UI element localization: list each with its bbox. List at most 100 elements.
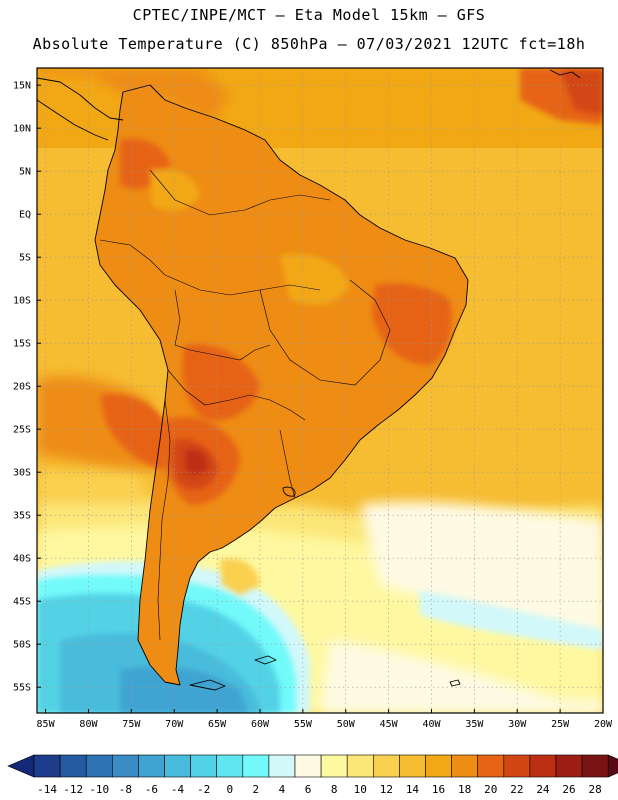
- coastlines: [37, 69, 581, 691]
- chaco-hot-area: [182, 344, 260, 421]
- colorbar-segment: [503, 754, 531, 778]
- colorbar-label: -12: [63, 783, 83, 796]
- lon-label: 85W: [37, 719, 56, 730]
- caribbean-islands: [549, 69, 581, 79]
- colorbar-under-arrow: [7, 754, 35, 778]
- lagoa-dos-patos: [282, 486, 296, 497]
- atlantic-pale-patch: [360, 501, 603, 640]
- colorbar-segment: [242, 754, 270, 778]
- colorbar-label: 14: [406, 783, 420, 796]
- lon-label: 30W: [508, 719, 527, 730]
- lon-label: 45W: [380, 719, 399, 730]
- colorbar-segment: [164, 754, 191, 778]
- colorbar-label: 10: [354, 783, 367, 796]
- south-america-coast: [94, 84, 469, 686]
- temperature-field: [37, 68, 603, 713]
- lat-label: 10N: [13, 124, 31, 135]
- lon-label: 35W: [465, 719, 484, 730]
- pacific-cool-band: [37, 470, 150, 500]
- colorbar-segment: [85, 754, 113, 778]
- colorbar-label: 0: [226, 783, 233, 796]
- colorbar-label: 2: [253, 783, 260, 796]
- colorbar-label: 6: [305, 783, 312, 796]
- lat-label: EQ: [19, 210, 31, 221]
- lon-label: 50W: [337, 719, 356, 730]
- colorbar-segment: [346, 754, 374, 778]
- title-line-2: Absolute Temperature (C) 850hPa – 07/03/…: [32, 35, 586, 53]
- south-pale-patch: [320, 640, 603, 713]
- lat-label: 20S: [13, 382, 31, 393]
- lon-label: 20W: [594, 719, 613, 730]
- colorbar-label: 20: [484, 783, 497, 796]
- border-andes: [157, 399, 171, 641]
- lat-label: 5S: [19, 253, 31, 264]
- colorbar-label: -10: [89, 783, 109, 796]
- lon-label: 60W: [251, 719, 270, 730]
- colorbar-over-arrow: [607, 754, 618, 778]
- lat-label: 25S: [13, 425, 31, 436]
- northeast-brazil-hot: [372, 283, 452, 365]
- colorbar-label: -2: [197, 783, 210, 796]
- colorbar-segment: [190, 754, 218, 778]
- border-bolivia: [174, 289, 271, 361]
- colorbar-segment: [112, 754, 139, 778]
- colorbar-label: 26: [562, 783, 575, 796]
- border-amazon: [99, 239, 321, 296]
- colorbar-label: -8: [119, 783, 132, 796]
- border-brazil-states: [259, 279, 391, 386]
- lon-label: 75W: [122, 719, 141, 730]
- colorbar-segment: [581, 754, 609, 778]
- map-frame: [36, 67, 604, 714]
- lon-label: 65W: [208, 719, 227, 730]
- colorbar-segment: [555, 754, 583, 778]
- colorbar-segment: [399, 754, 426, 778]
- falkland-islands: [254, 655, 277, 665]
- central-america-coast: [37, 77, 124, 121]
- lat-label: 15N: [13, 81, 31, 92]
- colorbar-segment: [59, 754, 87, 778]
- caribbean-hot-core: [560, 70, 603, 115]
- colorbar-segment: [216, 754, 244, 778]
- colorbar-segment: [477, 754, 505, 778]
- lat-label: 10S: [13, 296, 31, 307]
- amazon-mild-patch: [280, 253, 350, 305]
- colorbar-label: 12: [380, 783, 393, 796]
- andes-mild-patch: [150, 168, 200, 211]
- colorbar-segment: [268, 754, 296, 778]
- pacific-hot-tongue: [100, 394, 170, 470]
- colorbar-label: -4: [171, 783, 185, 796]
- lat-label: 15S: [13, 339, 31, 350]
- colorbar-label: 24: [536, 783, 550, 796]
- lat-label: 5N: [19, 167, 31, 178]
- longitude-labels: 85W 80W 75W 70W 65W 60W 55W 50W 45W 40W 35W 30W 25W 2…: [37, 709, 613, 730]
- colorbar-segment: [320, 754, 348, 778]
- central-america-warm: [37, 68, 230, 125]
- lat-label: 45S: [13, 597, 31, 608]
- colorbar-segment: [451, 754, 479, 778]
- country-borders: [99, 169, 391, 641]
- south-america-warm-field: [95, 85, 468, 685]
- tierra-del-fuego: [189, 679, 226, 691]
- lat-label: 55S: [13, 683, 31, 694]
- colorbar-label: 8: [331, 783, 338, 796]
- lon-label: 40W: [422, 719, 441, 730]
- colorbar-label: 28: [589, 783, 602, 796]
- colorbar-label: 18: [458, 783, 471, 796]
- lat-label: 50S: [13, 640, 31, 651]
- colorbar-segment: [33, 754, 61, 778]
- cold-core: [120, 666, 248, 713]
- colorbar-segment: [294, 754, 322, 778]
- lat-label: 40S: [13, 554, 31, 565]
- latitude-labels: 15N 10N 5N EQ 5S 10S 15S 20S 25S 30S 35S 40S 45S 50S 5…: [13, 81, 41, 694]
- border-uruguay: [279, 429, 296, 499]
- colorbar-segment: [529, 754, 557, 778]
- border-north: [149, 169, 331, 216]
- border-paraguay: [167, 369, 306, 421]
- argentina-hottest: [185, 449, 208, 475]
- colorbar-segment: [425, 754, 452, 778]
- patagonia-mild: [220, 558, 260, 595]
- colorbar-segment: [372, 754, 400, 778]
- title-line-1: CPTEC/INPE/MCT – Eta Model 15km – GFS: [132, 6, 486, 24]
- cool-streak: [420, 590, 603, 650]
